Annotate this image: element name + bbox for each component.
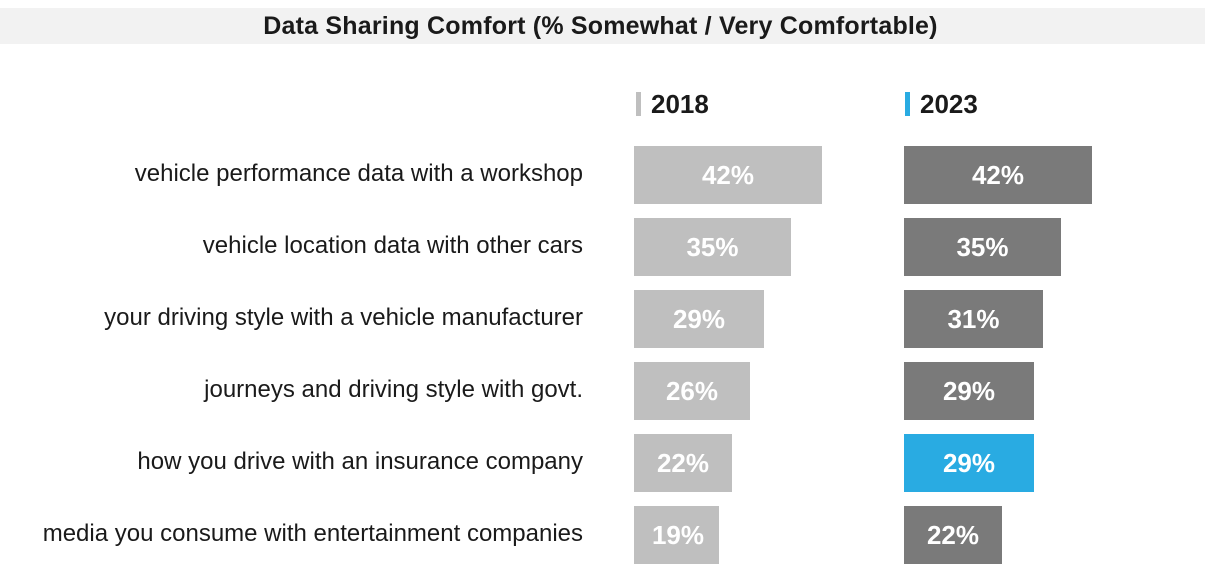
legend-2023: 2023: [905, 88, 978, 120]
category-label: vehicle location data with other cars: [202, 232, 583, 259]
category-label: your driving style with a vehicle manufa…: [104, 304, 583, 331]
bar-value-label: 35%: [686, 232, 739, 262]
bar-value-label: 35%: [956, 232, 1009, 262]
bar-value-label: 19%: [651, 520, 705, 550]
bar-value-label: 29%: [672, 304, 726, 334]
legend-label-2023: 2023: [920, 88, 978, 119]
bar-value-label: 22%: [926, 520, 980, 550]
category-label: journeys and driving style with govt.: [204, 376, 583, 403]
bar-2023-4: [904, 434, 1034, 492]
category-label: vehicle performance data with a workshop: [134, 160, 583, 187]
bar-2018-5: [634, 506, 719, 564]
bar-value-label: 29%: [942, 376, 996, 406]
bar-2023-2: [904, 290, 1043, 348]
bar-value-label: 22%: [656, 448, 710, 478]
bar-2023-3: [904, 362, 1034, 420]
bar-2018-4: [634, 434, 732, 492]
bar-2018-2: [634, 290, 764, 348]
bar-2018-1: [634, 218, 791, 276]
bar-value-label: 26%: [665, 376, 719, 406]
bar-value-label: 31%: [947, 304, 1000, 334]
legend-label-2018: 2018: [651, 88, 709, 119]
category-label: media you consume with entertainment com…: [42, 520, 583, 547]
legend-marker-2018: [636, 92, 641, 116]
chart-title: Data Sharing Comfort (% Somewhat / Very …: [263, 12, 938, 40]
bar-value-label: 42%: [701, 160, 755, 190]
title-bar: Data Sharing Comfort (% Somewhat / Very …: [0, 8, 1205, 44]
category-label: how you drive with an insurance company: [137, 448, 583, 475]
bar-2018-0: [634, 146, 822, 204]
bar-value-label: 42%: [971, 160, 1025, 190]
bar-2018-3: [634, 362, 750, 420]
legend-2018: 2018: [636, 88, 709, 120]
legend-marker-2023: [905, 92, 910, 116]
bar-value-label: 29%: [942, 448, 996, 478]
bar-2023-1: [904, 218, 1061, 276]
bar-2023-5: [904, 506, 1002, 564]
bar-2023-0: [904, 146, 1092, 204]
